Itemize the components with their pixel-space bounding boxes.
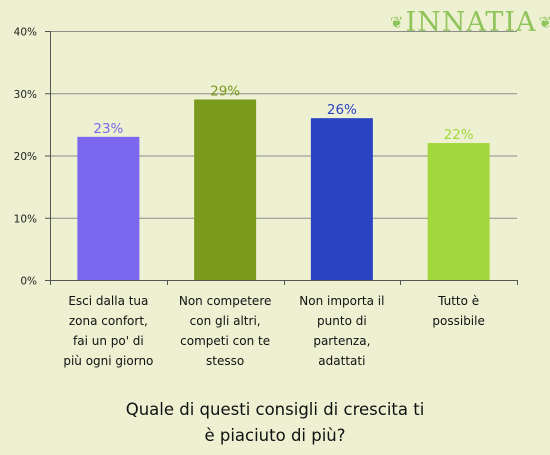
data-label: 22% xyxy=(444,127,474,143)
x-category-label-line: competi con te xyxy=(180,334,271,348)
bar xyxy=(194,99,257,280)
x-category-label: Tutto è possibile xyxy=(403,291,515,331)
x-category-label-line: Non competere xyxy=(178,294,272,308)
leaf-left-icon: ❦ xyxy=(390,12,404,32)
x-category-label-line: con gli altri, xyxy=(189,314,261,328)
x-category-label-line: partenza, xyxy=(313,334,371,348)
x-category-label-line: fai un po' di xyxy=(72,334,144,348)
y-tick-label: 30% xyxy=(14,89,37,101)
chart-title: Quale di questi consigli di crescita ti … xyxy=(40,397,510,449)
chart-title-line: Quale di questi consigli di crescita ti xyxy=(125,400,425,419)
x-category-label: Esci dalla tua zona confort, fai un po' di… xyxy=(52,291,164,371)
x-category-label-line: zona confort, xyxy=(68,314,148,328)
x-category-label-line: Esci dalla tua xyxy=(68,294,149,308)
x-category-label-line: Non importa il xyxy=(299,294,385,308)
x-category-label: Non competere con gli altri, competi con t… xyxy=(169,291,281,371)
y-tick-label: 20% xyxy=(14,151,37,163)
leaf-right-icon: ❦ xyxy=(538,12,550,32)
x-category-label-line: più ogni giorno xyxy=(63,354,154,368)
bar xyxy=(77,136,140,280)
x-category-label-line: adattati xyxy=(318,354,366,368)
x-category-label-line: Tutto è xyxy=(438,294,480,308)
x-category-label-line: stesso xyxy=(206,354,245,368)
chart-title-line: è piaciuto di più? xyxy=(204,426,346,445)
bar xyxy=(310,118,373,281)
y-tick-label: 0% xyxy=(20,276,37,288)
x-category-label: Non importa il punto di partenza, adattati xyxy=(286,291,398,371)
data-label: 29% xyxy=(210,83,240,99)
x-category-label-line: possibile xyxy=(432,314,485,328)
data-label: 26% xyxy=(327,102,357,118)
data-label: 23% xyxy=(93,121,123,137)
bar xyxy=(427,143,490,280)
x-category-label-line: punto di xyxy=(317,314,367,328)
y-tick-label: 10% xyxy=(14,213,37,225)
innatia-logo: ❦ INNATIA ❦ xyxy=(390,4,550,40)
y-tick-label: 40% xyxy=(14,27,37,39)
logo-text: INNATIA xyxy=(405,6,537,38)
